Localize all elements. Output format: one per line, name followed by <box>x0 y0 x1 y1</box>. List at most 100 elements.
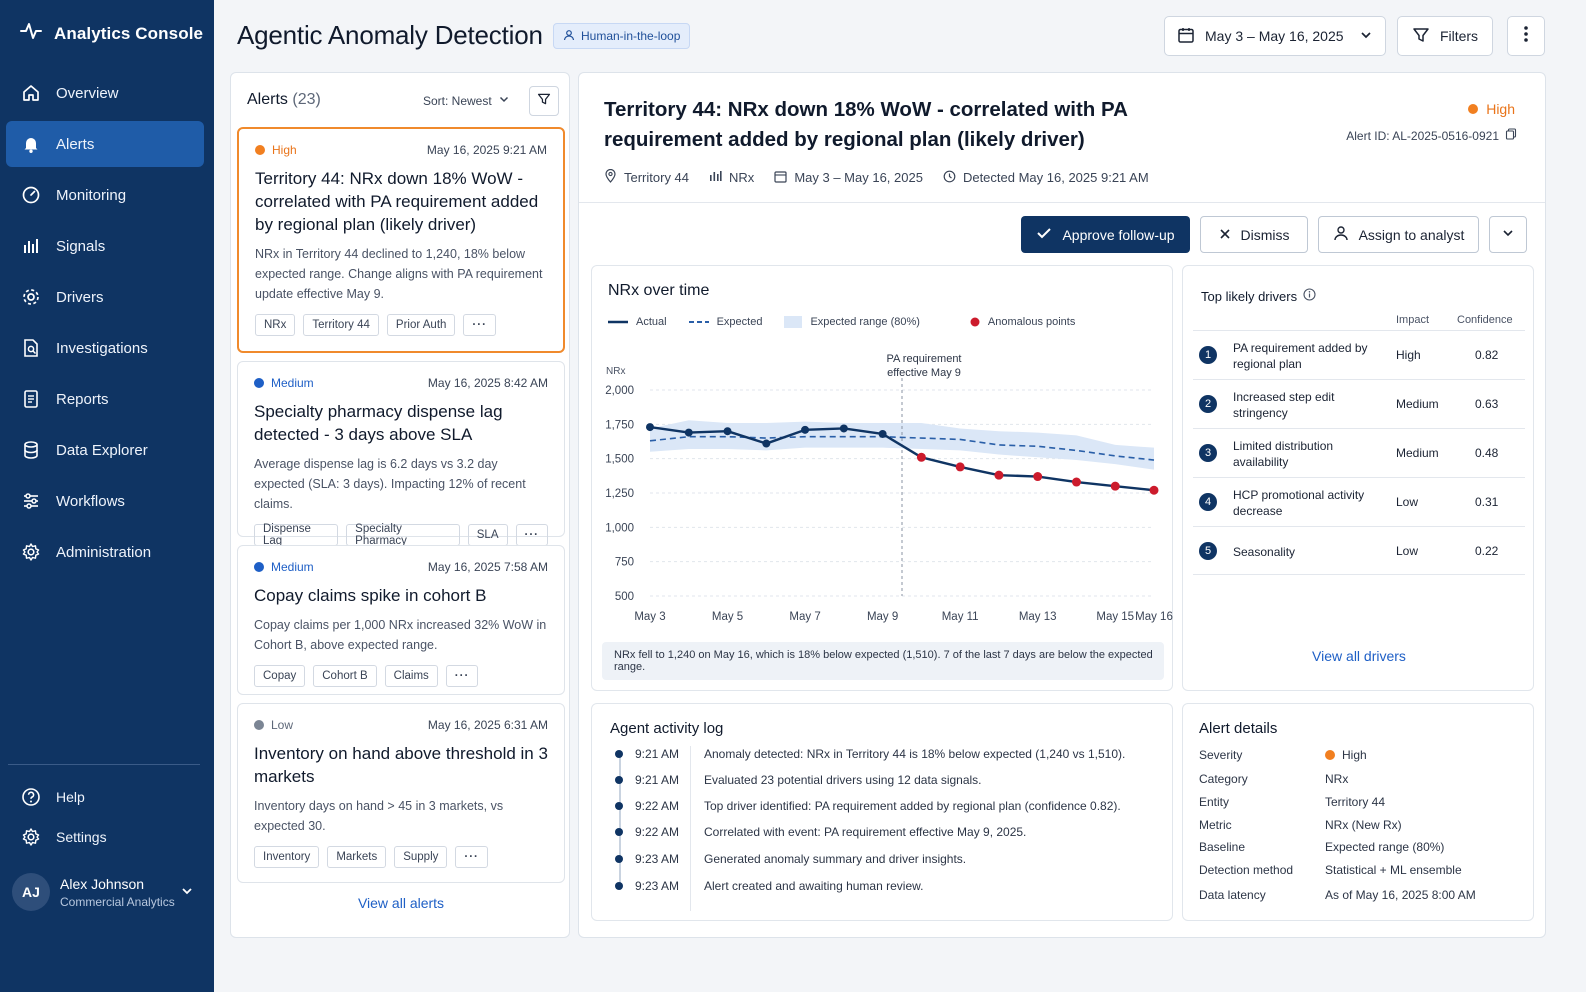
log-time: 9:21 AM <box>635 773 680 787</box>
user-menu[interactable]: AJ Alex Johnson Commercial Analytics <box>12 870 202 914</box>
sidebar-item-signals[interactable]: Signals <box>6 223 204 269</box>
driver-row[interactable]: 4 HCP promotional activity decrease Low … <box>1193 477 1525 526</box>
log-entry: 9:23 AM Alert created and awaiting human… <box>614 876 923 896</box>
alert-description: Inventory days on hand > 45 in 3 markets… <box>254 799 504 833</box>
alerts-title: Alerts <box>247 91 288 108</box>
driver-row[interactable]: 5 Seasonality Low 0.22 <box>1193 526 1525 575</box>
info-icon[interactable] <box>1303 288 1316 304</box>
sidebar-item-overview[interactable]: Overview <box>6 70 204 116</box>
home-icon <box>20 82 42 104</box>
tag[interactable]: Prior Auth <box>386 314 456 336</box>
sidebar-item-data-explorer[interactable]: Data Explorer <box>6 427 204 473</box>
sidebar-item-investigations[interactable]: Investigations <box>6 325 204 371</box>
tag[interactable]: Territory 44 <box>303 314 379 336</box>
more-tags-button[interactable]: ··· <box>515 524 548 546</box>
severity-badge: Medium <box>254 376 314 390</box>
dismiss-button[interactable]: Dismiss <box>1200 216 1308 253</box>
alert-card[interactable]: Medium May 16, 2025 7:58 AM Copay claims… <box>237 545 565 695</box>
bell-icon <box>20 133 42 155</box>
log-entry: 9:22 AM Correlated with event: PA requir… <box>614 822 1026 842</box>
date-range-picker[interactable]: May 3 – May 16, 2025 <box>1164 16 1386 56</box>
alert-timestamp: May 16, 2025 7:58 AM <box>427 560 548 574</box>
driver-row[interactable]: 1 PA requirement added by regional plan … <box>1193 330 1525 379</box>
driver-name: Seasonality <box>1233 545 1296 559</box>
date-range-value: May 3 – May 16, 2025 <box>1205 28 1344 44</box>
tag[interactable]: Markets <box>327 846 387 868</box>
sidebar-item-administration[interactable]: Administration <box>6 529 204 575</box>
alert-card[interactable]: Low May 16, 2025 6:31 AM Inventory on ha… <box>237 703 565 883</box>
view-all-drivers-link[interactable]: View all drivers <box>1312 648 1406 664</box>
timeline-dot <box>615 750 623 758</box>
tag[interactable]: Copay <box>254 665 306 687</box>
tag[interactable]: Cohort B <box>313 665 377 687</box>
tag[interactable]: Dispense Lag <box>254 523 339 547</box>
alert-title: Specialty pharmacy dispense lag detected… <box>254 402 503 444</box>
log-text: Alert created and awaiting human review. <box>704 879 924 893</box>
top-drivers-card: Top likely drivers Impact Confidence 1 P… <box>1182 265 1534 691</box>
alerts-filter-button[interactable] <box>529 86 559 116</box>
approve-follow-up-button[interactable]: Approve follow-up <box>1021 216 1190 253</box>
sidebar-item-alerts[interactable]: Alerts <box>6 121 204 167</box>
driver-name: Increased step edit stringency <box>1233 390 1335 420</box>
tag[interactable]: NRx <box>255 314 296 336</box>
copy-icon[interactable] <box>1505 128 1517 143</box>
chevron-down-icon <box>1501 226 1515 243</box>
timeline-dot <box>615 882 623 890</box>
pulse-icon <box>20 20 42 47</box>
bars-icon <box>709 170 722 185</box>
cog-icon <box>20 541 42 563</box>
sidebar-item-reports[interactable]: Reports <box>6 376 204 422</box>
driver-row[interactable]: 3 Limited distribution availability Medi… <box>1193 428 1525 477</box>
annotation-text: effective May 9 <box>887 367 961 379</box>
sidebar-item-help[interactable]: Help <box>6 778 204 816</box>
more-tags-button[interactable]: ··· <box>445 665 479 687</box>
alert-details-title: Alert details <box>1199 720 1278 737</box>
log-text: Top driver identified: PA requirement ad… <box>704 799 1121 813</box>
tag[interactable]: Specialty Pharmacy <box>346 523 460 547</box>
driver-row[interactable]: 2 Increased step edit stringency Medium … <box>1193 379 1525 428</box>
tag[interactable]: SLA <box>467 524 508 546</box>
severity-dot <box>254 562 264 572</box>
more-tags-button[interactable]: ··· <box>463 314 496 336</box>
column-header-confidence: Confidence <box>1457 314 1513 326</box>
driver-impact: High <box>1396 348 1421 362</box>
sidebar-item-label: Overview <box>56 84 119 102</box>
anomalous-point <box>1110 481 1120 491</box>
alert-card-selected[interactable]: High May 16, 2025 9:21 AM Territory 44: … <box>237 127 565 353</box>
detail-value: NRx <box>1325 772 1349 786</box>
log-text: Anomaly detected: NRx in Territory 44 is… <box>704 747 1126 761</box>
anomalous-point <box>955 462 965 472</box>
detail-severity-badge: High <box>1468 101 1515 117</box>
legend-range: Expected range (80%) <box>784 316 920 328</box>
main-nav: Overview Alerts Monitoring Signals Drive… <box>0 70 214 580</box>
more-options-button[interactable] <box>1507 16 1545 56</box>
detail-value: High <box>1325 748 1367 762</box>
sidebar-item-label: Workflows <box>56 492 125 510</box>
more-actions-dropdown[interactable] <box>1489 216 1527 253</box>
detail-value: Expected range (80%) <box>1325 840 1445 854</box>
driver-impact: Medium <box>1396 446 1439 460</box>
sidebar-item-workflows[interactable]: Workflows <box>6 478 204 524</box>
user-name: Alex Johnson <box>60 875 145 892</box>
driver-name: HCP promotional activity decrease <box>1233 488 1365 518</box>
more-tags-button[interactable]: ··· <box>455 846 488 868</box>
filters-button[interactable]: Filters <box>1397 16 1493 56</box>
assign-to-analyst-button[interactable]: Assign to analyst <box>1318 216 1479 253</box>
driver-confidence: 0.22 <box>1475 544 1499 558</box>
view-all-alerts-link[interactable]: View all alerts <box>357 895 445 911</box>
legend-range-label: Expected range (80%) <box>810 316 920 328</box>
brand[interactable]: Analytics Console <box>20 20 203 47</box>
x-tick-label: May 15 <box>1096 611 1134 623</box>
tag[interactable]: Claims <box>384 665 438 687</box>
alert-card[interactable]: Medium May 16, 2025 8:42 AM Specialty ph… <box>237 361 565 547</box>
sidebar-item-settings[interactable]: Settings <box>6 818 204 856</box>
sort-dropdown[interactable]: Sort: Newest <box>423 93 510 108</box>
severity-dot <box>254 378 264 388</box>
actual-point <box>801 425 810 434</box>
sidebar-item-drivers[interactable]: Drivers <box>6 274 204 320</box>
legend-expected-label: Expected <box>716 316 763 328</box>
tag[interactable]: Supply <box>394 846 448 868</box>
badge-label: Human-in-the-loop <box>581 29 681 43</box>
tag[interactable]: Inventory <box>254 846 320 868</box>
sidebar-item-monitoring[interactable]: Monitoring <box>6 172 204 218</box>
